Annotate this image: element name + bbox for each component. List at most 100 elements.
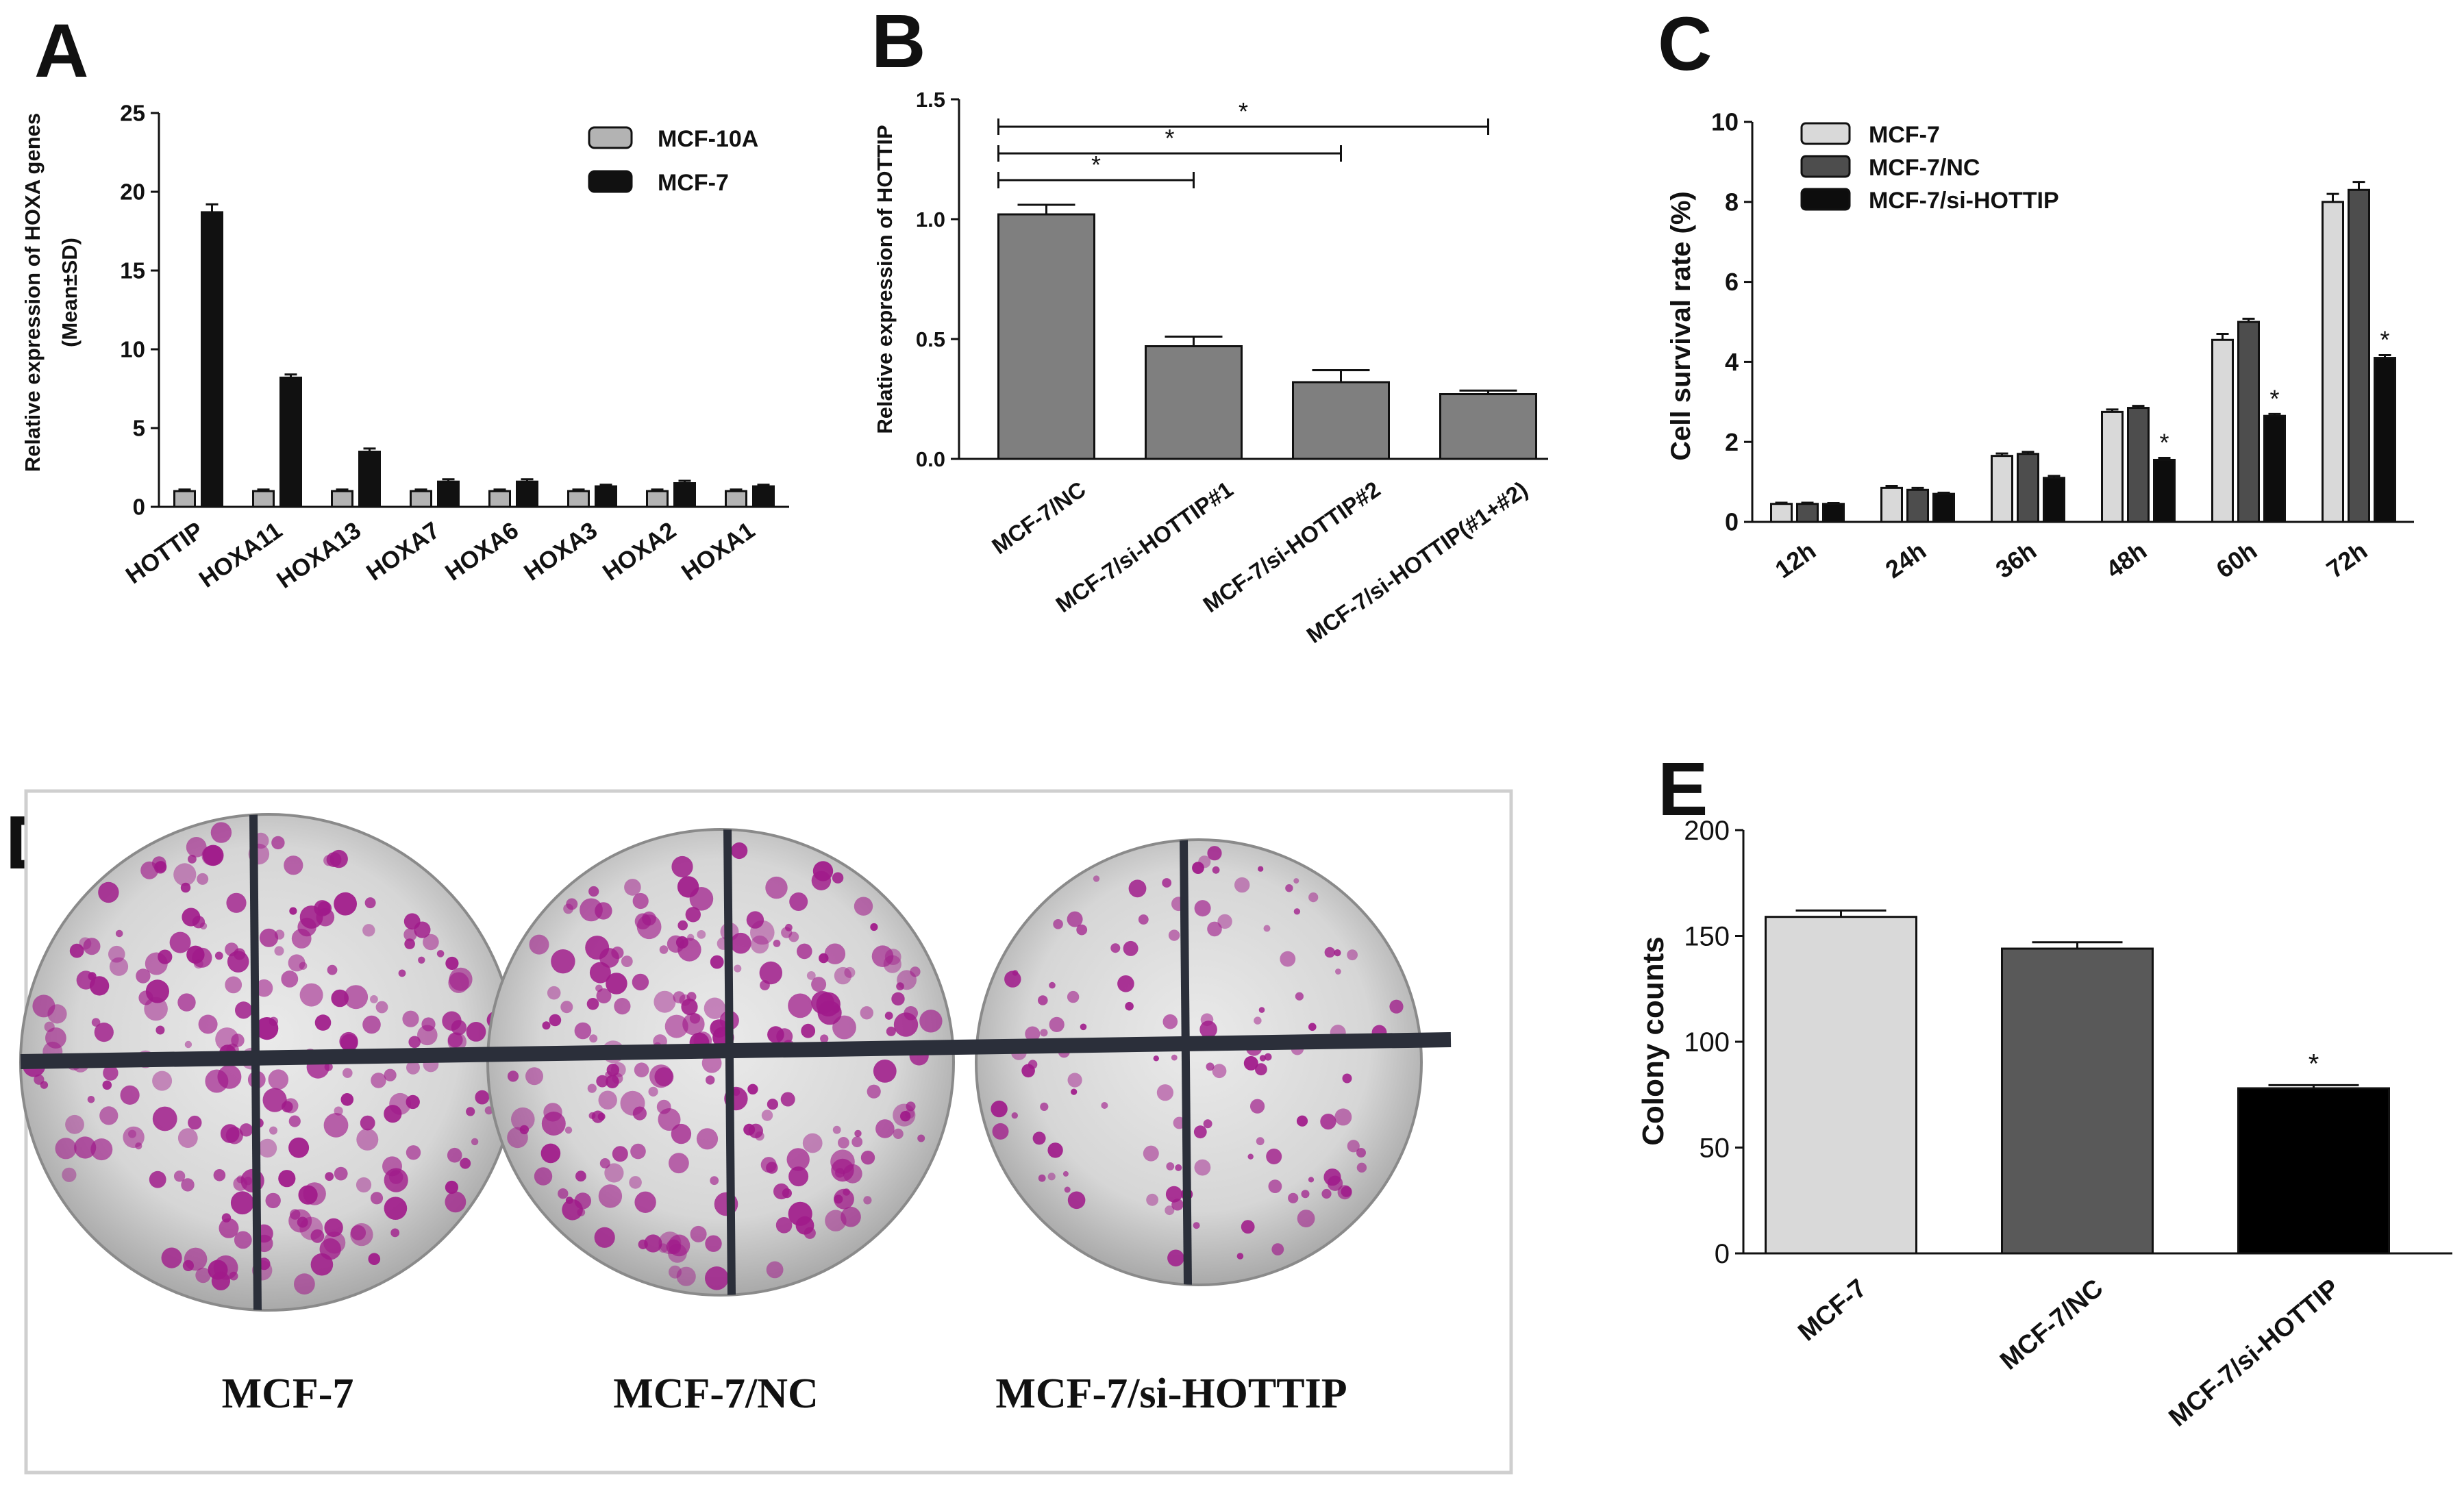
panel-c-bar — [2101, 410, 2124, 523]
colony-dot — [1203, 1119, 1212, 1129]
panel-c-y-axis-label: Cell survival rate (%) — [1666, 191, 1696, 461]
colony-dot — [188, 1115, 202, 1130]
colony-dot — [1175, 1164, 1182, 1171]
colony-dot — [390, 1228, 400, 1238]
panel-e-x-tick-label: MCF-7/si-HOTTIP — [2164, 1274, 2345, 1433]
colony-dot — [1153, 1055, 1160, 1062]
colony-dot — [594, 1227, 615, 1248]
colony-dot — [1308, 1177, 1315, 1183]
panel-c-significance-star: * — [2269, 384, 2279, 412]
colony-dot — [99, 1106, 119, 1125]
colony-dot — [612, 1146, 628, 1162]
panel-c-x-tick-label: 48h — [2101, 536, 2152, 584]
colony-dot — [870, 923, 878, 931]
colony-dot — [606, 1075, 619, 1088]
colony-dot — [445, 1180, 459, 1194]
colony-dot — [743, 1123, 756, 1136]
panel-c-bar — [2153, 458, 2176, 523]
panel-a-x-tick-label: HOXA2 — [598, 517, 681, 586]
colony-dot — [271, 836, 285, 850]
colony-dot — [588, 886, 599, 897]
colony-dot — [634, 1191, 656, 1214]
colony-dot — [398, 969, 406, 977]
colony-dot — [1323, 1168, 1341, 1186]
panel-c-bar — [2017, 453, 2039, 523]
colony-dot — [219, 1218, 239, 1238]
colony-dot — [755, 1131, 764, 1141]
panel-a-bar — [646, 490, 669, 508]
colony-dot — [638, 1239, 648, 1249]
colony-dot — [1194, 900, 1211, 917]
panel-a-x-tick-label: HOXA11 — [195, 517, 288, 593]
colony-dot — [1167, 1249, 1184, 1267]
panel-a-bar — [252, 490, 275, 508]
colony-dot — [449, 967, 473, 991]
colony-dot — [797, 943, 812, 960]
colony-dot — [689, 887, 714, 911]
colony-dot — [1243, 1055, 1258, 1071]
colony-dot — [761, 1110, 773, 1121]
colony-dot — [1162, 878, 1172, 888]
colony-dot — [704, 997, 726, 1019]
colony-dot — [851, 1136, 863, 1148]
colony-dot — [759, 961, 783, 985]
colony-dot — [871, 945, 894, 967]
colony-dot — [596, 1075, 609, 1088]
colony-dot — [1168, 929, 1180, 941]
colony-dot — [406, 1145, 421, 1160]
colony-dot — [620, 1090, 645, 1116]
colony-dot — [564, 1126, 573, 1134]
panel-a-y-tick-label: 0 — [133, 495, 145, 520]
panel-b-bar — [1145, 345, 1243, 460]
plate-grid-line — [723, 829, 736, 1295]
colony-dot — [214, 951, 223, 960]
colony-dot — [388, 1170, 403, 1184]
panel-c-bar — [1822, 503, 1845, 523]
colony-dot — [1308, 892, 1319, 903]
colony-dot — [806, 971, 816, 980]
colony-dot — [1293, 908, 1301, 915]
panel-c-significance-star: * — [2159, 429, 2169, 457]
colony-dot — [1266, 1149, 1282, 1164]
colony-dot — [825, 1210, 847, 1231]
panel-c-legend-swatch — [1800, 155, 1851, 178]
colony-dot — [283, 1098, 299, 1114]
colony-dot — [750, 935, 769, 954]
colonies — [984, 846, 1404, 1267]
colony-dot — [120, 1085, 140, 1105]
panel-b-bar — [1292, 381, 1390, 460]
colony-dot — [384, 1068, 397, 1081]
panel-a-bar — [173, 490, 196, 508]
colony-dot — [288, 1137, 310, 1158]
colony-dot — [597, 1112, 606, 1121]
panel-c-bar — [2374, 357, 2396, 523]
colony-dot — [344, 985, 369, 1010]
colony-dot — [310, 1229, 325, 1243]
panel-a-bar — [358, 451, 381, 508]
colony-dot — [115, 929, 123, 938]
colony-dot — [780, 1092, 795, 1107]
colony-dot — [838, 1137, 849, 1149]
colony-dot — [144, 997, 168, 1021]
colony-dot — [109, 957, 129, 976]
colony-dot — [339, 1031, 358, 1051]
panel-a-y-tick-label: 15 — [120, 258, 145, 284]
panel-a-y-tick-label: 10 — [120, 337, 145, 362]
colony-dot — [731, 842, 748, 860]
colony-dot — [1093, 875, 1100, 882]
colony-dot — [1049, 1016, 1065, 1032]
colony-dot — [802, 1133, 823, 1153]
colony-dot — [177, 993, 196, 1012]
colony-dot — [1200, 1013, 1214, 1027]
colony-dot — [596, 988, 612, 1003]
colony-dot — [1166, 1162, 1175, 1171]
colony-dot — [239, 1123, 253, 1137]
colony-dot — [1254, 1016, 1262, 1025]
panel-c-y-tick-label: 0 — [1725, 508, 1739, 536]
colony-dot — [893, 1103, 916, 1127]
colony-dot — [834, 1194, 843, 1204]
colony-dot — [1236, 1253, 1244, 1260]
colony-dot — [1342, 1073, 1352, 1084]
colony-dot — [766, 1261, 784, 1279]
colony-dot — [766, 1162, 778, 1174]
